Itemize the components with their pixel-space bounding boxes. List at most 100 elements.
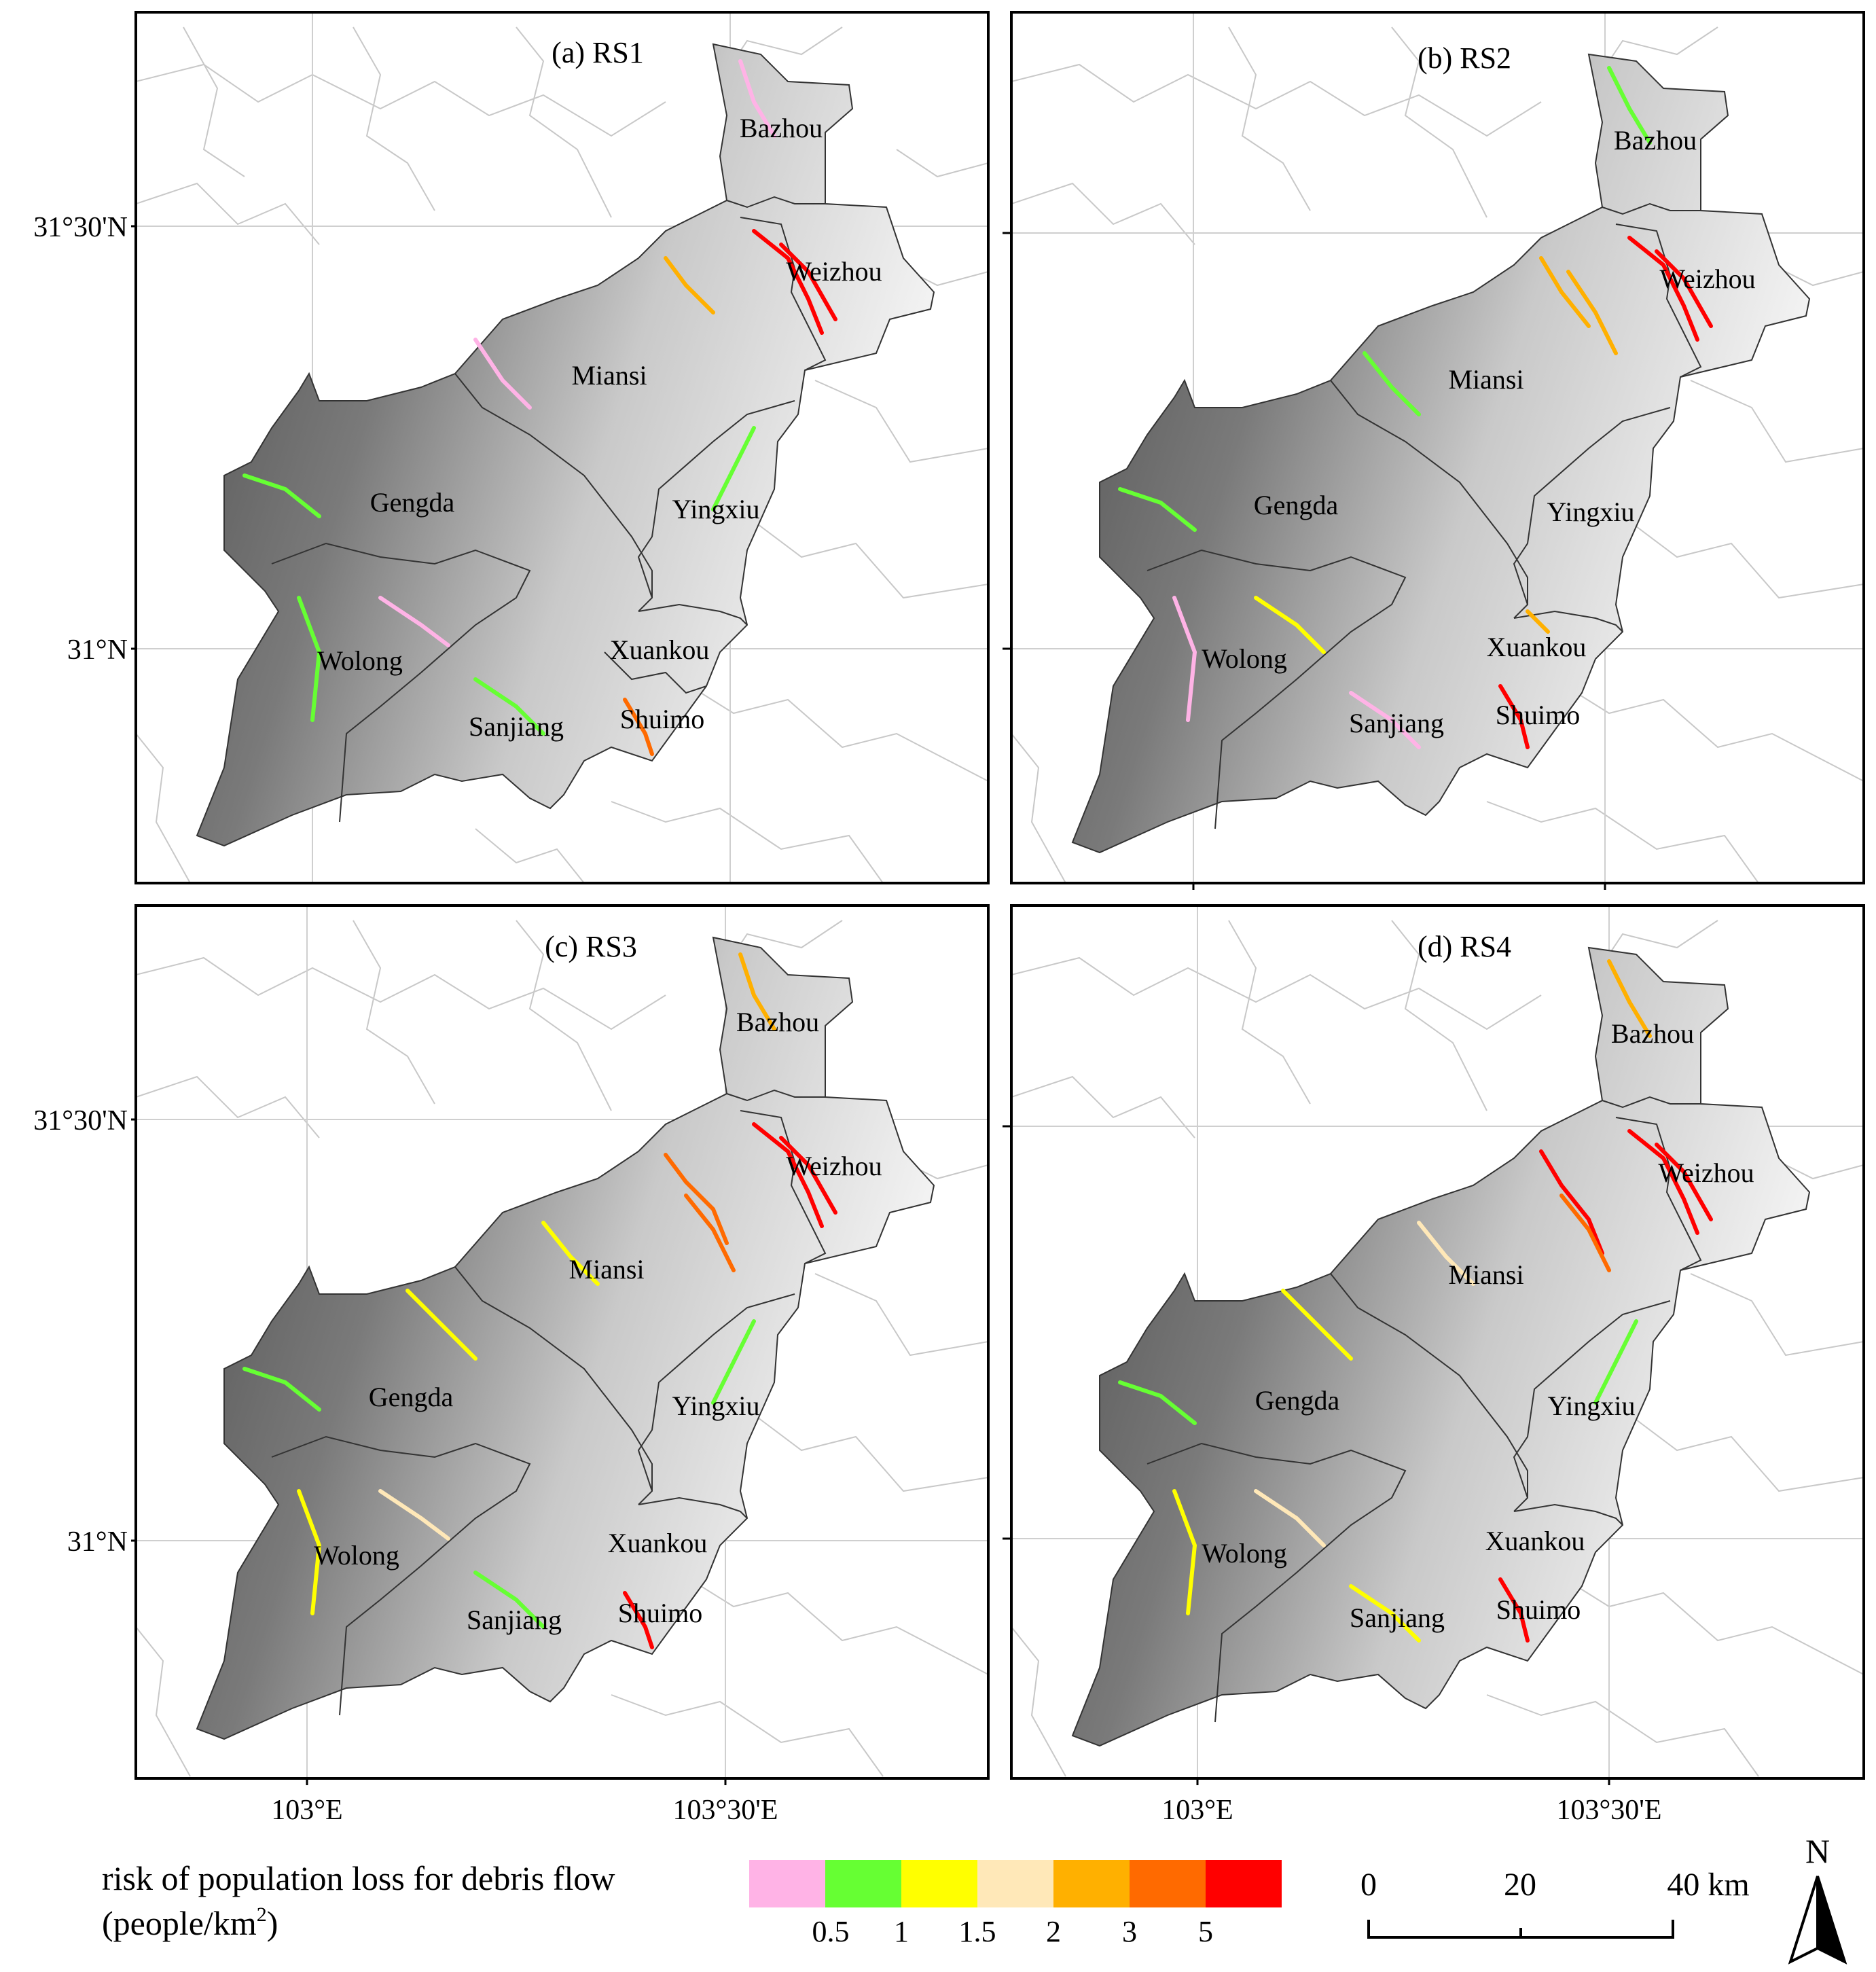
town-labels-a: Bazhou Weizhou Miansi Gengda Yingxiu Wol… [317,113,882,742]
town-label-sanjiang: Sanjiang [1349,708,1444,738]
town-label-wolong: Wolong [314,1540,399,1571]
panel-a-frame [134,11,990,884]
legend-swatch [901,1860,977,1907]
town-labels-d: Bazhou Weizhou Miansi Gengda Yingxiu Wol… [1202,1018,1754,1633]
town-label-yingxiu: Yingxiu [1547,497,1635,527]
legend-tick-label: 1 [894,1915,909,1948]
lon-label-left-1: 103°E [271,1795,342,1826]
axis-ticks [131,225,1610,1785]
town-label-yingxiu: Yingxiu [672,1391,760,1421]
lon-label-right-2: 103°30'E [1556,1795,1661,1826]
debris-flow-channels [1118,959,1713,1643]
town-label-yingxiu: Yingxiu [672,494,760,524]
legend-tick-label: 5 [1198,1915,1213,1948]
town-label-gengda: Gengda [1254,490,1339,520]
scale-bar-line [1367,1920,1674,1939]
town-label-wolong: Wolong [1202,643,1287,674]
debris-flow-channels [242,59,837,756]
legend-swatch [749,1860,825,1907]
town-label-miansi: Miansi [571,360,647,391]
legend-swatch [1206,1860,1282,1907]
town-label-sanjiang: Sanjiang [469,711,564,742]
town-label-yingxiu: Yingxiu [1548,1391,1636,1421]
panel-a-title: (a) RS1 [552,36,644,69]
town-label-weizhou: Weizhou [786,256,882,287]
town-label-shuimo: Shuimo [1496,700,1580,730]
legend-tick-label: 3 [1122,1915,1137,1948]
panel-a [136,12,988,883]
lon-label-left-2: 103°30'E [672,1795,778,1826]
town-label-wolong: Wolong [1202,1538,1287,1568]
panel-c-title: (c) RS3 [545,930,637,963]
legend-tick-label: 0.5 [812,1915,850,1948]
town-label-shuimo: Shuimo [620,704,704,734]
town-label-miansi: Miansi [1448,364,1523,395]
town-label-xuankou: Xuankou [1485,1526,1585,1556]
town-label-gengda: Gengda [369,1382,454,1412]
town-label-bazhou: Bazhou [1611,1018,1694,1049]
north-arrow: N [1788,1832,1847,1965]
town-label-sanjiang: Sanjiang [1350,1602,1445,1633]
legend-title: risk of population loss for debris flow [102,1859,615,1897]
study-area-terrain [196,43,935,847]
legend: risk of population loss for debris flow … [102,1859,1282,1948]
scale-tick-20: 20 [1504,1867,1536,1903]
lat-label-bottom-2: 31°N [67,1526,128,1558]
town-label-weizhou: Weizhou [1659,264,1755,294]
lat-label-top-2: 31°N [67,634,128,666]
north-arrow-label: N [1805,1832,1830,1870]
town-labels-c: Bazhou Weizhou Miansi Gengda Yingxiu Wol… [314,1007,882,1635]
legend-swatch [1053,1860,1130,1907]
town-label-miansi: Miansi [1448,1259,1523,1290]
legend-swatch [825,1860,901,1907]
legend-tick-label: 1.5 [959,1915,996,1948]
town-label-weizhou: Weizhou [786,1151,882,1181]
debris-flow-channels [242,952,837,1649]
admin-boundaries [136,26,988,883]
scale-bar: 0 20 40 km [1360,1867,1750,1939]
town-boundaries [271,196,827,823]
town-label-bazhou: Bazhou [740,113,823,143]
panel-d-title: (d) RS4 [1418,930,1511,963]
longitude-labels: 103°E 103°30'E 103°E 103°30'E [271,1795,1661,1826]
panel-c [136,906,988,1778]
town-label-gengda: Gengda [370,487,455,518]
panel-b-frame [1010,11,1865,884]
legend-tick-label: 2 [1046,1915,1061,1948]
town-label-wolong: Wolong [317,645,403,676]
legend-tick-labels: 0.5 1 1.5 2 3 5 [812,1915,1214,1948]
study-area-terrain [1071,946,1811,1747]
legend-swatch [1130,1860,1206,1907]
panel-d-frame [1010,904,1865,1780]
scale-tick-0: 0 [1360,1867,1377,1903]
lon-label-right-1: 103°E [1161,1795,1233,1826]
scale-tick-40: 40 km [1667,1867,1749,1903]
study-area-terrain [1071,53,1811,854]
panel-b-title: (b) RS2 [1418,41,1511,75]
panel-b [1011,12,1864,883]
debris-flow-channels [1118,66,1713,749]
town-label-xuankou: Xuankou [610,634,710,665]
town-label-bazhou: Bazhou [1614,125,1697,156]
town-labels-b: Bazhou Weizhou Miansi Gengda Yingxiu Wol… [1202,125,1755,738]
admin-boundaries [1011,26,1864,883]
town-label-xuankou: Xuankou [1487,632,1587,662]
panel-c-frame [134,904,990,1780]
panel-d [1011,906,1864,1778]
study-area-terrain [196,936,935,1740]
latitude-labels: 31°30'N 31°N 31°30'N 31°N [33,212,128,1558]
town-boundaries [1147,202,1702,829]
legend-color-ramp [749,1860,1282,1907]
lat-label-bottom-1: 31°30'N [33,1105,128,1136]
town-label-sanjiang: Sanjiang [467,1605,562,1635]
town-label-weizhou: Weizhou [1658,1158,1754,1188]
town-boundaries [271,1089,827,1716]
legend-unit: (people/km2) [102,1903,278,1942]
town-label-miansi: Miansi [569,1254,644,1285]
town-label-bazhou: Bazhou [736,1007,819,1037]
lat-label-top-1: 31°30'N [33,212,128,243]
town-label-shuimo: Shuimo [1496,1594,1581,1625]
town-boundaries [1147,1096,1702,1723]
town-label-xuankou: Xuankou [608,1528,708,1558]
